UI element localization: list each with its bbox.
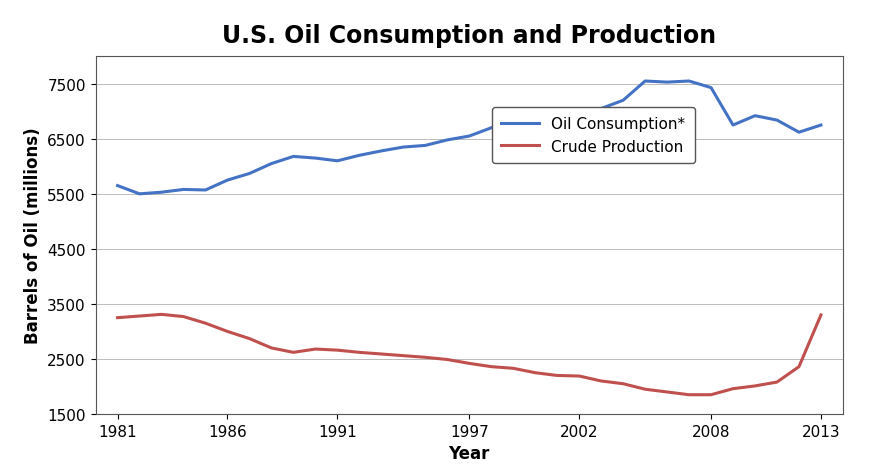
Legend: Oil Consumption*, Crude Production: Oil Consumption*, Crude Production <box>492 108 694 163</box>
Crude Production <box>310 347 321 352</box>
Crude Production <box>793 364 804 370</box>
Oil Consumption* <box>200 188 210 193</box>
Oil Consumption* <box>728 123 739 129</box>
Oil Consumption* <box>332 159 342 164</box>
Oil Consumption* <box>772 118 782 124</box>
Crude Production <box>772 379 782 385</box>
Oil Consumption* <box>222 178 233 184</box>
Oil Consumption* <box>508 115 519 120</box>
Crude Production <box>135 314 145 319</box>
Crude Production <box>728 386 739 392</box>
Crude Production <box>640 387 650 392</box>
Title: U.S. Oil Consumption and Production: U.S. Oil Consumption and Production <box>222 24 716 48</box>
Crude Production <box>464 361 474 367</box>
Line: Oil Consumption*: Oil Consumption* <box>117 82 821 194</box>
Oil Consumption* <box>618 98 628 104</box>
Oil Consumption* <box>706 86 716 91</box>
Oil Consumption* <box>552 112 562 118</box>
Crude Production <box>486 364 496 370</box>
Crude Production <box>750 383 760 389</box>
Oil Consumption* <box>178 187 189 193</box>
Crude Production <box>596 378 607 384</box>
Oil Consumption* <box>640 79 650 85</box>
Oil Consumption* <box>420 143 430 149</box>
Oil Consumption* <box>156 190 167 196</box>
Oil Consumption* <box>289 154 299 160</box>
Oil Consumption* <box>112 183 123 189</box>
Oil Consumption* <box>684 79 694 85</box>
Oil Consumption* <box>486 126 496 131</box>
Crude Production <box>574 373 584 379</box>
Oil Consumption* <box>442 138 453 143</box>
Y-axis label: Barrels of Oil (millions): Barrels of Oil (millions) <box>23 128 42 344</box>
Crude Production <box>355 350 365 356</box>
Crude Production <box>684 392 694 398</box>
Crude Production <box>662 389 673 395</box>
Crude Production <box>398 353 408 359</box>
Crude Production <box>200 321 210 327</box>
Oil Consumption* <box>310 156 321 161</box>
Crude Production <box>244 336 255 342</box>
Oil Consumption* <box>596 107 607 112</box>
Crude Production <box>376 351 387 357</box>
Oil Consumption* <box>398 145 408 150</box>
Oil Consumption* <box>355 153 365 159</box>
Crude Production <box>420 355 430 360</box>
Oil Consumption* <box>464 134 474 139</box>
Crude Production <box>178 314 189 320</box>
Oil Consumption* <box>816 123 826 129</box>
Crude Production <box>112 315 123 321</box>
Oil Consumption* <box>244 171 255 177</box>
Oil Consumption* <box>662 80 673 86</box>
Crude Production <box>156 312 167 317</box>
Oil Consumption* <box>793 130 804 136</box>
Crude Production <box>508 366 519 371</box>
Oil Consumption* <box>266 161 276 167</box>
Crude Production <box>816 312 826 318</box>
Crude Production <box>266 346 276 351</box>
Crude Production <box>552 373 562 378</box>
X-axis label: Year: Year <box>448 444 490 462</box>
Line: Crude Production: Crude Production <box>117 315 821 395</box>
Crude Production <box>442 357 453 363</box>
Crude Production <box>289 350 299 356</box>
Crude Production <box>332 347 342 353</box>
Crude Production <box>706 392 716 398</box>
Crude Production <box>222 329 233 335</box>
Oil Consumption* <box>530 110 541 116</box>
Oil Consumption* <box>574 110 584 116</box>
Crude Production <box>618 381 628 387</box>
Oil Consumption* <box>135 191 145 197</box>
Oil Consumption* <box>750 114 760 119</box>
Crude Production <box>530 370 541 376</box>
Oil Consumption* <box>376 149 387 154</box>
